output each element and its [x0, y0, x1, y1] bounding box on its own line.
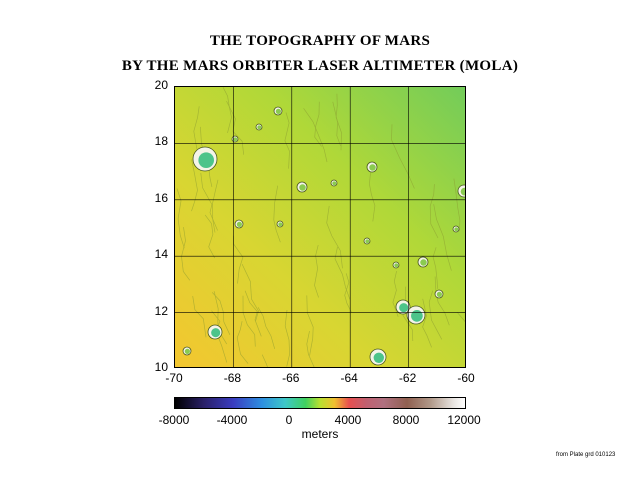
- x-tick-label: -62: [398, 371, 417, 385]
- ridge: [428, 290, 443, 340]
- ridge: [303, 108, 328, 163]
- ridge: [306, 331, 315, 367]
- ridge: [402, 286, 414, 342]
- ridge: [284, 112, 290, 169]
- ridge: [391, 124, 415, 189]
- y-tick-label: 12: [154, 303, 168, 318]
- ridge: [314, 101, 322, 147]
- crater: [363, 237, 371, 245]
- ridge: [226, 100, 245, 155]
- x-tick-label: -68: [223, 371, 242, 385]
- y-tick-label: 14: [154, 247, 168, 262]
- ridge: [314, 245, 319, 298]
- ridge: [332, 101, 341, 147]
- credit-text: from Plate grd 010123: [556, 452, 616, 458]
- y-tick-label: 10: [154, 360, 168, 374]
- ridge: [284, 309, 290, 367]
- ridge: [192, 296, 207, 338]
- crater: [395, 299, 411, 315]
- crater: [234, 219, 244, 229]
- crater: [366, 161, 378, 173]
- colorbar-tick-label: 8000: [392, 413, 420, 427]
- colorbar-tick-label: -8000: [158, 413, 190, 427]
- ridge: [236, 321, 249, 364]
- crater: [273, 106, 283, 116]
- ridge: [241, 263, 259, 322]
- ridge: [453, 178, 461, 231]
- ridge: [242, 295, 256, 347]
- map-title: THE TOPOGRAPHY OF MARS: [209, 33, 431, 49]
- ridge: [261, 354, 268, 367]
- colorbar-tick-label: 12000: [447, 413, 481, 427]
- x-tick-label: -60: [457, 371, 475, 385]
- ridge: [222, 87, 232, 133]
- crater-features: [182, 106, 465, 366]
- crater: [369, 348, 387, 366]
- map-grid: [175, 87, 465, 367]
- ridge: [422, 298, 432, 348]
- colorbar-tick-label: 4000: [334, 413, 362, 427]
- crater: [417, 256, 429, 268]
- crater: [231, 135, 239, 143]
- x-tick-label: -64: [340, 371, 358, 385]
- crater: [207, 324, 223, 340]
- x-tick-label: -66: [282, 371, 300, 385]
- colorbar-tick-label: 0: [285, 413, 293, 427]
- crater: [182, 346, 192, 356]
- topography-map: [174, 86, 466, 368]
- map-image: [175, 87, 465, 367]
- ridge: [392, 271, 399, 317]
- y-tick-label: 16: [154, 190, 168, 205]
- y-tick-label: 20: [154, 78, 168, 92]
- ridge: [429, 184, 439, 239]
- ridge: [432, 247, 438, 289]
- crater: [296, 181, 308, 193]
- elevation-colorbar: [174, 397, 466, 409]
- map-subtitle: BY THE MARS ORBITER LASER ALTIMETER (MOL…: [121, 58, 519, 74]
- ridge: [257, 307, 276, 349]
- crater: [392, 261, 400, 269]
- ridge: [212, 179, 219, 233]
- ridge: [344, 273, 352, 313]
- ridge: [176, 188, 185, 249]
- ridge: [211, 292, 231, 335]
- colorbar-tick-label: -4000: [216, 413, 248, 427]
- crater: [255, 123, 263, 131]
- colorbar-label: meters: [301, 427, 339, 441]
- crater: [192, 146, 218, 172]
- crater: [434, 289, 444, 299]
- ridge: [204, 214, 216, 259]
- x-tick-label: -70: [165, 371, 183, 385]
- ridge: [334, 246, 351, 300]
- ridge: [273, 185, 281, 243]
- ridge: [434, 276, 450, 326]
- ridge: [433, 204, 452, 271]
- y-tick-label: 18: [154, 134, 168, 149]
- ridge: [456, 311, 465, 322]
- crater: [330, 179, 338, 187]
- crater: [276, 220, 284, 228]
- ridge: [306, 295, 314, 356]
- ridge: [191, 159, 198, 212]
- ridge: [193, 106, 200, 161]
- ridge: [244, 290, 262, 337]
- crater: [406, 305, 426, 325]
- crater: [452, 225, 460, 233]
- ridge: [369, 166, 376, 222]
- crater: [457, 184, 465, 198]
- ridge-lines: [176, 87, 465, 367]
